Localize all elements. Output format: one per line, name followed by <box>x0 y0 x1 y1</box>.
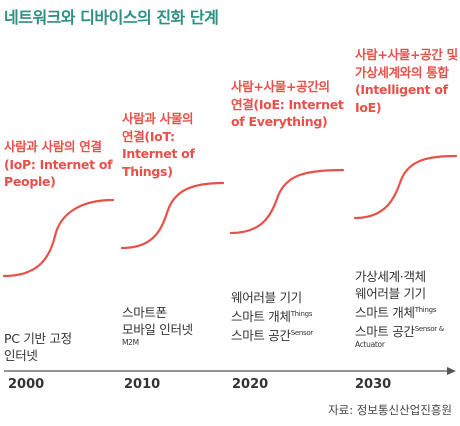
device-line: 스마트 공간Sensor & <box>355 321 444 340</box>
device-sup: Sensor <box>290 329 314 337</box>
stage-2030-heading-line: 사람+사물+공간 및 <box>355 47 458 62</box>
s-curve-2000 <box>2 198 115 278</box>
device-text: 스마트 공간 <box>231 328 291 343</box>
stage-2010-heading-line: Internet of <box>122 146 195 161</box>
stage-2020-heading-line: 사람+사물+공간의 <box>231 79 330 94</box>
stage-2010-heading: 사람과 사물의 연결(IoT: Internet of Things) <box>122 110 195 180</box>
device-line: 스마트폰 <box>122 305 167 320</box>
device-subnote: Actuator <box>355 340 385 349</box>
device-line: 모바일 인터넷 <box>122 322 193 337</box>
stage-2000-heading-line: (IoP: Internet of <box>4 156 113 172</box>
device-line: 인터넷 <box>4 348 38 363</box>
device-subnote: M2M <box>122 338 139 347</box>
stage-2030-heading-line: (Intelligent of <box>355 82 448 97</box>
stage-2000-heading-line: People) <box>4 174 56 189</box>
year-label-2030: 2030 <box>355 377 392 392</box>
year-label-2010: 2010 <box>124 377 161 392</box>
device-line: 스마트 개체Things <box>355 302 444 321</box>
year-label-2000: 2000 <box>8 377 45 392</box>
stage-2020-heading-line: of Everything) <box>231 114 328 129</box>
stage-2000-devices: PC 기반 고정 인터넷 <box>4 330 72 364</box>
device-line: 웨어러블 기기 <box>231 290 302 305</box>
year-label-2020: 2020 <box>232 377 269 392</box>
s-curve-2010 <box>120 181 225 250</box>
stage-2030-heading-line: IoE) <box>355 99 382 115</box>
device-line: 웨어러블 기기 <box>355 286 426 301</box>
stage-2010-heading-line: 사람과 사물의 <box>122 111 194 126</box>
stage-2010-heading-line: Things) <box>122 163 173 179</box>
device-line: 스마트 공간Sensor <box>231 325 313 344</box>
stage-2030-heading-line: 가상세계와의 통합 <box>355 64 449 80</box>
stage-2000-heading: 사람과 사람의 연결 (IoP: Internet of People) <box>4 138 113 191</box>
device-sup: Things <box>290 310 313 318</box>
stage-2030-heading: 사람+사물+공간 및 가상세계와의 통합 (Intelligent of IoE… <box>355 46 458 116</box>
s-curve-2030 <box>353 154 458 220</box>
s-curve-2020 <box>229 168 345 235</box>
device-text: 스마트 개체 <box>231 309 291 324</box>
stage-2020-heading-line: 연결(IoE: Internet <box>231 96 344 112</box>
source-note: 자료: 정보통신산업진흥원 <box>328 403 452 417</box>
stage-2010-devices: 스마트폰 모바일 인터넷 M2M <box>122 304 193 347</box>
device-text: 스마트 공간 <box>355 324 415 339</box>
device-line: 스마트 개체Things <box>231 306 313 325</box>
device-line: 가상세계·객체 <box>355 269 426 284</box>
diagram-title: 네트워크와 디바이스의 진화 단계 <box>4 8 219 27</box>
stage-2020-devices: 웨어러블 기기 스마트 개체Things 스마트 공간Sensor <box>231 289 313 344</box>
timeline-arrowhead <box>447 367 456 375</box>
device-sup: Sensor & <box>414 325 445 333</box>
stage-2030-devices: 가상세계·객체 웨어러블 기기 스마트 개체Things 스마트 공간Senso… <box>355 268 444 349</box>
stage-2020-heading: 사람+사물+공간의 연결(IoE: Internet of Everything… <box>231 78 344 131</box>
stage-2010-heading-line: 연결(IoT: <box>122 128 175 144</box>
device-line: PC 기반 고정 <box>4 331 72 346</box>
device-text: 스마트 개체 <box>355 305 415 320</box>
stage-2000-heading-line: 사람과 사람의 연결 <box>4 139 102 154</box>
device-sup: Things <box>414 306 437 314</box>
